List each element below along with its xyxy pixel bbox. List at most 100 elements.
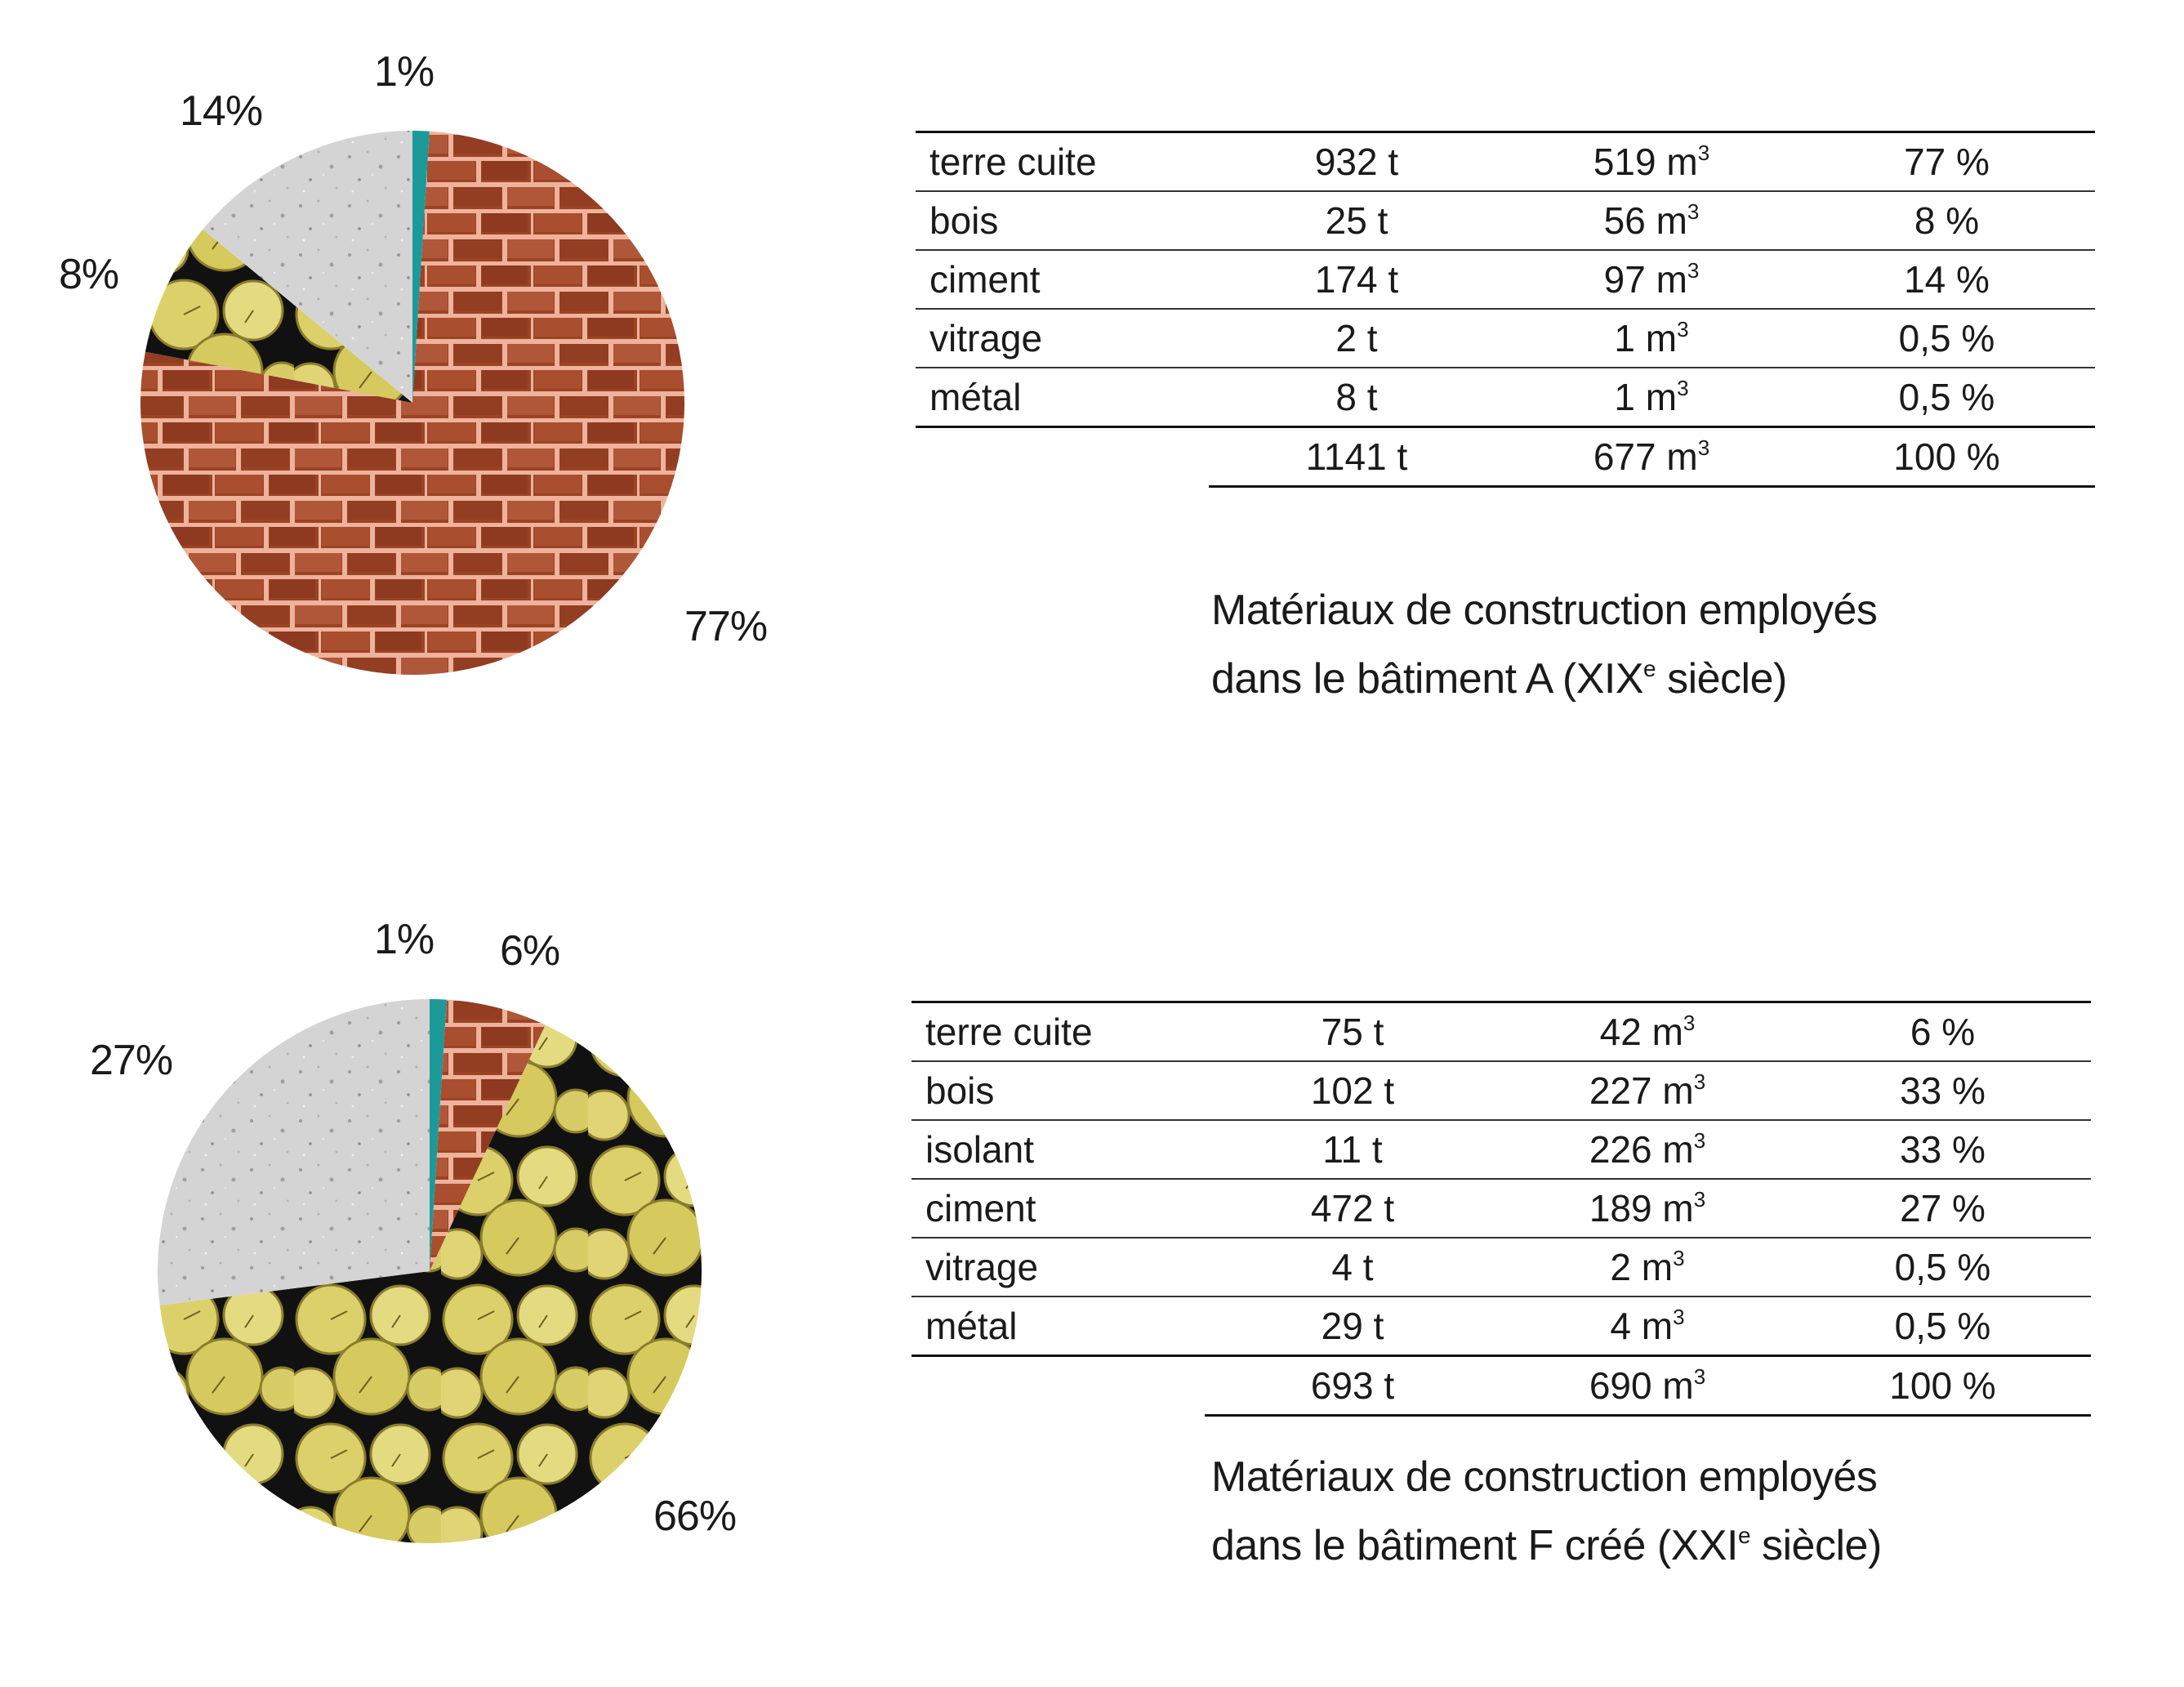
material-cell: ciment <box>916 257 1209 301</box>
total-percent-cell-text: 100 % <box>1889 1364 1996 1407</box>
table-row: bois 102 t 227 m3 33 % <box>911 1060 2091 1119</box>
table-row: vitrage 2 t 1 m3 0,5 % <box>916 308 2095 367</box>
pie-label: 6% <box>500 927 560 975</box>
pie-slice-metal <box>412 131 430 403</box>
pie-label: 14% <box>180 87 263 135</box>
total-mass-cell-text: 1141 t <box>1305 435 1408 478</box>
unit-exponent: 3 <box>1683 1011 1696 1035</box>
total-volume-cell-text: 690 m <box>1589 1364 1694 1407</box>
volume-cell: 4 m3 <box>1500 1304 1794 1348</box>
percent-cell: 0,5 % <box>1798 375 2095 419</box>
caption-line1: Matériaux de construction employés <box>1211 587 1878 634</box>
mass-cell: 472 t <box>1205 1186 1500 1230</box>
mass-cell: 29 t <box>1205 1304 1500 1348</box>
materials-table-building-a: terre cuite 932 t 519 m3 77 % bois 25 t 56 m3 8… <box>916 131 2095 488</box>
pie-label: 1% <box>374 916 435 963</box>
mass-cell-text: 75 t <box>1321 1011 1384 1053</box>
pie-chart-building-f: 1% 6% 66% 27% <box>0 866 898 1683</box>
total-mass-cell: 1141 t <box>1209 435 1504 479</box>
percent-cell-text: 8 % <box>1914 199 1980 242</box>
volume-cell-text: 56 m <box>1603 199 1687 242</box>
volume-cell-text: 1 m <box>1614 317 1678 359</box>
pie-slice-wood <box>145 229 412 403</box>
percent-cell: 14 % <box>1798 257 2095 301</box>
total-mass-cell: 693 t <box>1205 1363 1500 1408</box>
unit-exponent: 3 <box>1677 317 1689 341</box>
percent-cell-text: 0,5 % <box>1894 1246 1991 1288</box>
material-cell-text: métal <box>929 376 1022 418</box>
volume-cell: 42 m3 <box>1500 1010 1794 1054</box>
total-mass-cell-text: 693 t <box>1310 1364 1395 1407</box>
unit-exponent: 3 <box>1677 376 1689 400</box>
mass-cell-text: 932 t <box>1314 141 1399 183</box>
percent-cell: 0,5 % <box>1794 1304 2091 1348</box>
mass-cell: 2 t <box>1209 316 1504 360</box>
mass-cell-text: 8 t <box>1335 376 1378 418</box>
pie-a-svg <box>140 131 684 675</box>
material-cell-text: terre cuite <box>929 141 1097 183</box>
table-bottom-rule <box>1205 1414 2091 1417</box>
percent-cell: 0,5 % <box>1798 316 2095 360</box>
table-total-row: 693 t 690 m3 100 % <box>911 1355 2091 1414</box>
unit-exponent: 3 <box>1673 1246 1685 1270</box>
total-percent-cell: 100 % <box>1798 435 2095 479</box>
percent-cell: 77 % <box>1798 140 2095 184</box>
percent-cell: 0,5 % <box>1794 1245 2091 1289</box>
unit-exponent: 3 <box>1693 1069 1706 1094</box>
total-volume-cell-text: 677 m <box>1593 435 1698 478</box>
material-cell-text: vitrage <box>925 1246 1039 1288</box>
table-row: métal 8 t 1 m3 0,5 % <box>916 367 2095 426</box>
material-cell-text: bois <box>929 199 999 242</box>
table-row: ciment 174 t 97 m3 14 % <box>916 249 2095 308</box>
table-row: bois 25 t 56 m3 8 % <box>916 190 2095 249</box>
volume-cell: 1 m3 <box>1504 316 1798 360</box>
material-cell: vitrage <box>916 316 1209 360</box>
pie-slice-wood <box>159 1024 702 1543</box>
percent-cell-text: 77 % <box>1904 141 1990 183</box>
mass-cell-text: 174 t <box>1314 258 1399 301</box>
caption-line2: dans le bâtiment A (XIXe siècle) <box>1211 640 1877 708</box>
material-cell-text: bois <box>925 1069 995 1112</box>
material-cell: terre cuite <box>916 140 1209 184</box>
table-row: vitrage 4 t 2 m3 0,5 % <box>911 1237 2091 1296</box>
material-cell-text: isolant <box>925 1128 1034 1171</box>
percent-cell: 33 % <box>1794 1127 2091 1172</box>
material-cell-text: terre cuite <box>925 1011 1093 1053</box>
mass-cell: 174 t <box>1209 257 1504 301</box>
percent-cell-text: 0,5 % <box>1894 1305 1991 1347</box>
material-cell: bois <box>916 199 1209 243</box>
pie-label: 8% <box>59 251 119 298</box>
materials-table-building-f: terre cuite 75 t 42 m3 6 % bois 102 t 227 m3 33… <box>911 1001 2091 1417</box>
material-cell: isolant <box>911 1127 1205 1172</box>
pie-chart-building-a: 1% 77% 8% 14% <box>0 0 898 817</box>
pie-slice-brick <box>430 999 546 1271</box>
percent-cell-text: 6 % <box>1910 1011 1976 1053</box>
table-row: métal 29 t 4 m3 0,5 % <box>911 1296 2091 1355</box>
unit-exponent: 3 <box>1687 258 1700 283</box>
caption-text: dans le bâtiment F créé (XXI <box>1211 1522 1738 1569</box>
empty-cell <box>916 428 1209 485</box>
empty-cell <box>911 1357 1205 1414</box>
percent-cell-text: 33 % <box>1900 1069 1986 1112</box>
percent-cell: 27 % <box>1794 1186 2091 1230</box>
caption-text: dans le bâtiment A (XIX <box>1211 655 1644 703</box>
mass-cell: 11 t <box>1205 1127 1500 1172</box>
total-volume-cell: 690 m3 <box>1500 1363 1794 1408</box>
table-row: terre cuite 932 t 519 m3 77 % <box>916 131 2095 190</box>
caption-line2: dans le bâtiment F créé (XXIe siècle) <box>1211 1506 1882 1575</box>
mass-cell-text: 2 t <box>1335 317 1378 359</box>
volume-cell: 2 m3 <box>1500 1245 1794 1289</box>
pie-slice-cement <box>203 131 413 403</box>
mass-cell: 8 t <box>1209 375 1504 419</box>
unit-exponent: 3 <box>1697 141 1710 165</box>
volume-cell-text: 519 m <box>1593 141 1698 183</box>
material-cell: bois <box>911 1069 1205 1113</box>
mass-cell: 102 t <box>1205 1069 1500 1113</box>
percent-cell: 33 % <box>1794 1069 2091 1113</box>
caption-building-f: Matériaux de construction employés dans … <box>1211 1448 1882 1575</box>
volume-cell: 226 m3 <box>1500 1127 1794 1172</box>
pie-label: 66% <box>653 1493 737 1540</box>
mass-cell-text: 4 t <box>1331 1246 1374 1288</box>
volume-cell-text: 189 m <box>1589 1187 1694 1230</box>
percent-cell: 6 % <box>1794 1010 2091 1054</box>
